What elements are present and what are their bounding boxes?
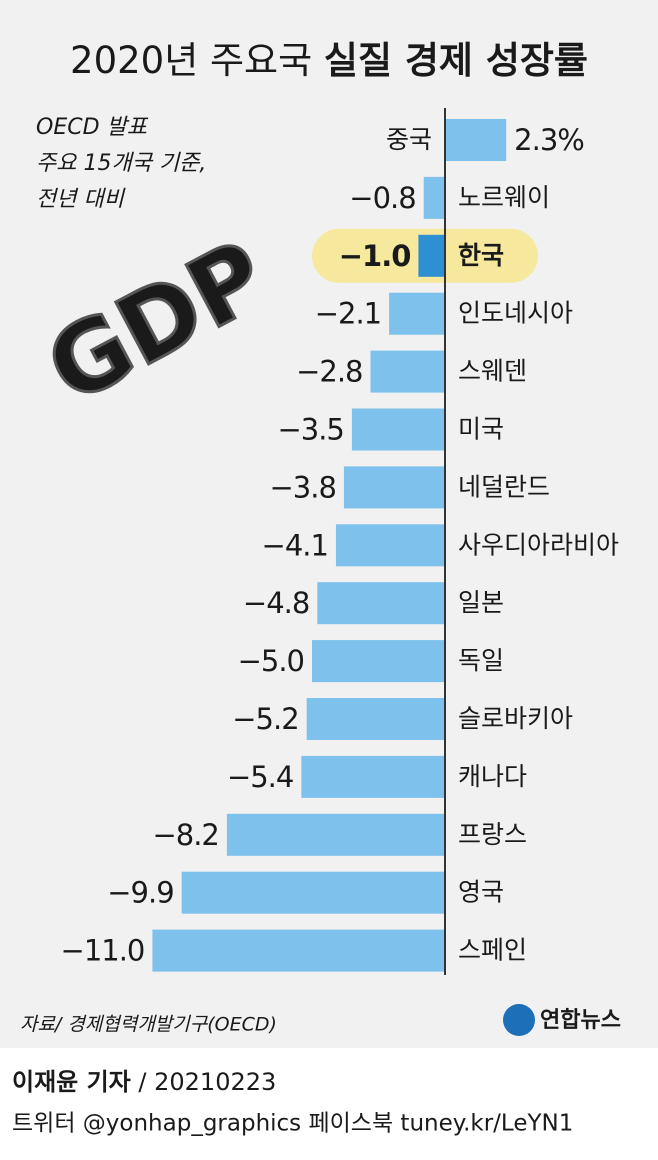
bar [312,640,445,683]
bar [306,698,445,740]
subtitle-line: 주요 15개국 기준, [36,151,206,176]
value-label: −2.8 [296,355,362,389]
value-label: −9.9 [107,876,173,910]
logo: 연합뉴스 [503,1004,621,1036]
value-label: −0.8 [349,181,415,215]
value-label: −5.0 [238,644,304,678]
value-label: −1.0 [339,239,411,273]
category-label: 영국 [458,878,504,907]
category-label: 네덜란드 [458,472,550,501]
credit-name: 이재윤 기자 [12,1068,131,1096]
value-label: −5.4 [227,760,293,794]
title-bold: 실질 경제 성장률 [324,39,588,82]
category-label: 사우디아라비아 [458,530,619,559]
bar [301,755,445,798]
category-label: 미국 [458,415,504,444]
value-label: −4.8 [243,586,309,620]
value-label: −11.0 [61,934,145,968]
value-label: −4.1 [262,528,328,562]
subtitle-line: OECD 발표 [36,115,149,140]
bar [317,582,445,625]
category-label: 독일 [458,646,504,675]
chart-title: 2020년 주요국 실질 경제 성장률 [70,39,588,82]
category-label: 인도네시아 [458,299,573,328]
bar [335,524,445,567]
category-label: 프랑스 [458,820,527,849]
category-label: 중국 [386,125,432,154]
credit: 이재윤 기자 / 20210223 [12,1068,276,1096]
source: 자료/ 경제협력개발기구(OECD) [20,1014,277,1036]
credit-date: / 20210223 [131,1068,277,1096]
bar [389,292,445,335]
bar [418,234,445,277]
category-label: 캐나다 [458,762,527,791]
bar [343,466,445,509]
logo-mark [503,1004,535,1036]
bar [152,929,445,972]
value-label: −3.8 [269,470,335,504]
bar [351,408,445,451]
subtitle: OECD 발표 주요 15개국 기준, 전년 대비 [36,115,206,212]
value-label: −8.2 [152,818,218,852]
title-part: 2020년 주요국 [70,39,312,82]
bar [370,350,445,393]
value-label: −5.2 [232,702,298,736]
value-label: 2.3% [514,123,584,157]
bar [181,871,445,914]
category-label: 노르웨이 [458,183,550,212]
subtitle-line: 전년 대비 [36,187,126,212]
value-label: −3.5 [277,413,343,447]
value-label: −2.1 [315,297,381,331]
category-label: 스페인 [458,936,527,965]
bar [445,119,507,161]
category-label: 스웨덴 [458,357,527,386]
bar [226,813,445,856]
category-label: 슬로바키아 [458,704,573,733]
bar [423,176,445,219]
logo-text: 연합뉴스 [540,1007,621,1033]
social: 트위터 @yonhap_graphics 페이스북 tuney.kr/LeYN1 [12,1111,573,1137]
category-label: 한국 [458,241,504,270]
category-label: 일본 [458,588,504,617]
